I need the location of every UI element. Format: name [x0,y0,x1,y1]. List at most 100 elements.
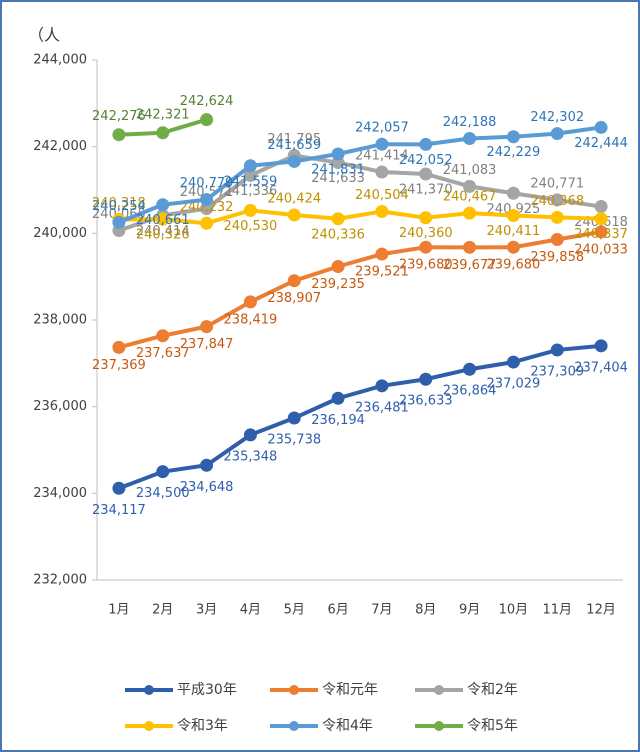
data-point [200,458,214,472]
data-label: 238,907 [267,291,321,306]
data-point [156,329,170,343]
legend-label: 平成30年 [177,682,237,698]
data-point [112,215,126,229]
data-point [506,240,520,254]
x-tick-label: 7月 [371,603,392,618]
data-label: 241,336 [224,184,278,199]
data-label: 235,738 [267,433,321,448]
data-label: 242,276 [92,109,146,124]
data-label: 240,360 [399,226,453,241]
data-label: 240,779 [180,176,234,191]
legend-marker [289,721,299,731]
data-label: 241,795 [267,132,321,147]
data-label: 234,648 [180,480,234,495]
legend-label: 令和5年 [467,718,518,734]
data-point [594,339,608,353]
x-tick-label: 12月 [586,603,616,618]
data-label: 236,194 [311,413,365,428]
data-point [463,206,477,220]
x-tick-label: 10月 [499,603,529,618]
data-label: 237,309 [530,364,584,379]
data-label: 239,680 [487,258,541,273]
data-point [375,379,389,393]
data-label: 241,633 [311,171,365,186]
data-label: 236,481 [355,400,409,415]
series-line [118,229,602,350]
data-point [200,320,214,334]
data-point [506,130,520,144]
legend-label: 令和元年 [322,682,378,698]
data-point [112,128,126,142]
data-point [287,154,301,168]
data-label: 241,831 [311,162,365,177]
data-point [375,204,389,218]
data-point [419,372,433,386]
data-point [419,240,433,254]
series-line [118,343,602,491]
data-label: 242,052 [399,153,453,168]
data-point [506,186,520,200]
data-point [243,295,257,309]
series-line [118,153,602,233]
data-point [594,120,608,134]
data-point [331,147,345,161]
data-label: 237,847 [180,337,234,352]
data-point [200,202,214,216]
data-label: 242,188 [443,115,497,130]
data-point [463,362,477,376]
data-point [243,428,257,442]
x-tick-label: 8月 [415,603,436,618]
data-label: 240,530 [224,219,278,234]
x-tick-label: 6月 [327,603,348,618]
y-tick-label: 240,000 [33,226,87,241]
data-point [287,411,301,425]
x-tick-label: 5月 [284,603,305,618]
legend-marker [434,685,444,695]
data-point [550,193,564,207]
legend-label: 令和2年 [467,682,518,698]
data-label: 237,369 [92,358,146,373]
data-label: 240,411 [487,224,541,239]
data-label: 234,117 [92,503,146,518]
data-label: 240,326 [136,228,190,243]
y-tick-label: 232,000 [33,573,87,588]
data-label: 241,659 [267,138,321,153]
data-label: 237,029 [487,377,541,392]
data-point [375,137,389,151]
data-point [463,132,477,146]
data-point [156,126,170,140]
data-point [419,167,433,181]
data-label: 240,661 [136,213,190,228]
legend-marker [434,721,444,731]
data-point [287,274,301,288]
data-point [506,209,520,223]
data-point [156,465,170,479]
legend-marker [144,685,154,695]
data-label: 241,414 [355,149,409,164]
data-point [463,179,477,193]
data-point [243,168,257,182]
data-label: 240,504 [355,188,409,203]
data-point [243,159,257,173]
data-point [550,343,564,357]
data-point [550,127,564,141]
data-point [200,113,214,127]
data-label: 240,424 [267,191,321,206]
data-label: 240,336 [311,227,365,242]
data-label: 236,633 [399,394,453,409]
y-tick-label: 236,000 [33,399,87,414]
data-point [594,225,608,239]
data-label: 242,444 [574,136,628,151]
data-label: 240,318 [92,196,146,211]
legend-marker [289,685,299,695]
data-point [594,212,608,226]
legend-label: 令和3年 [177,718,228,734]
data-label: 239,235 [311,277,365,292]
data-label: 240,414 [136,224,190,239]
data-label: 240,771 [530,176,584,191]
data-label: 239,858 [530,250,584,265]
series-line [118,125,602,225]
data-point [200,193,214,207]
